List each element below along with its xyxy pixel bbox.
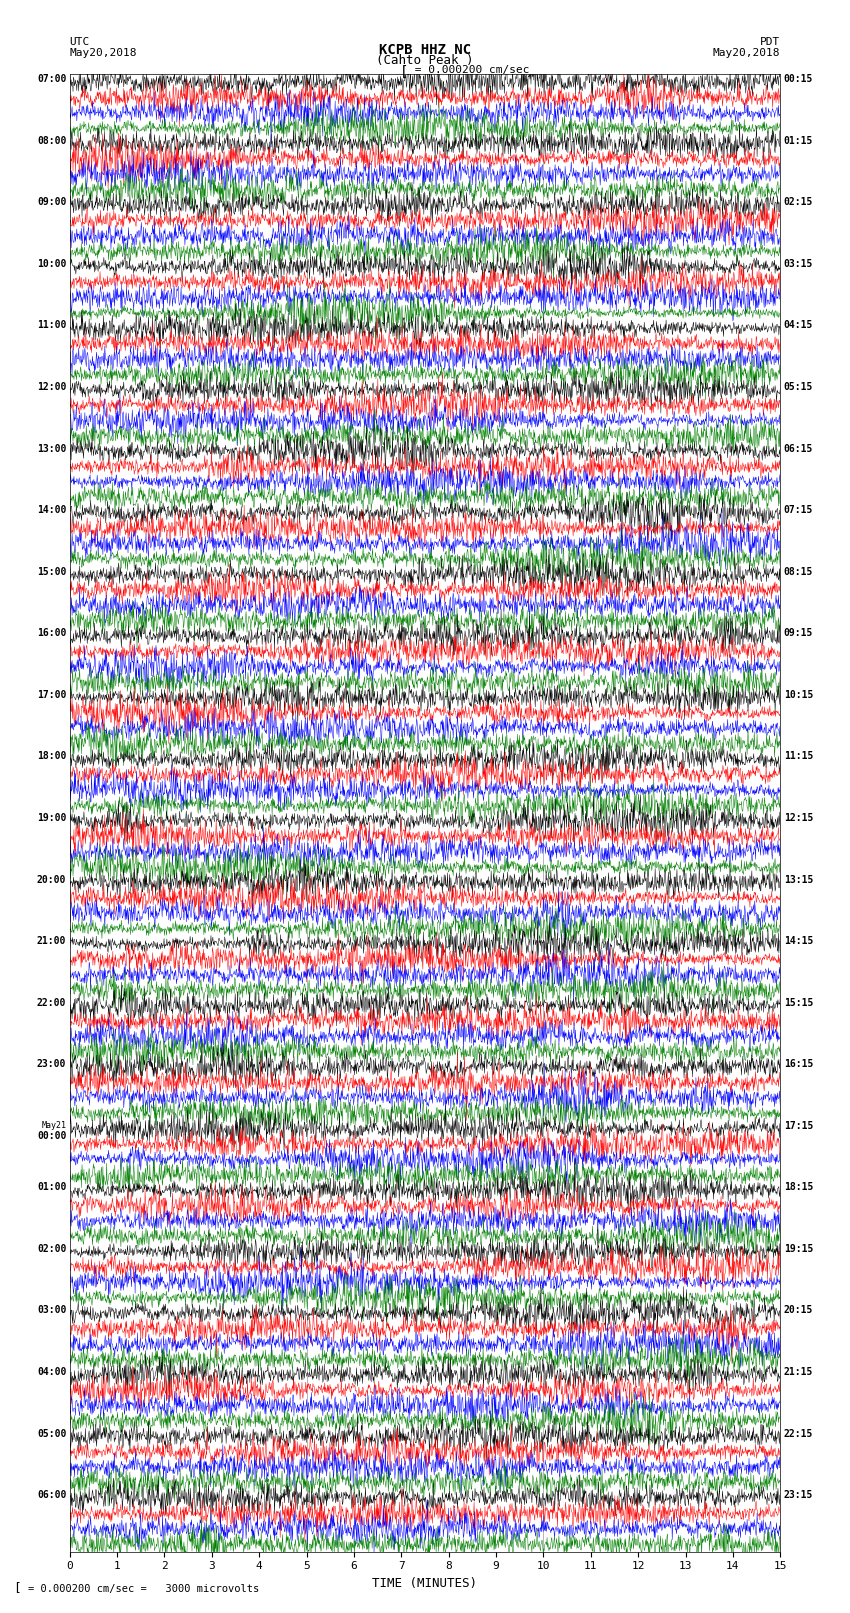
Text: 13:00: 13:00	[37, 444, 66, 453]
Text: 12:00: 12:00	[37, 382, 66, 392]
Text: 04:15: 04:15	[784, 321, 813, 331]
Text: 15:00: 15:00	[37, 566, 66, 577]
Text: = 0.000200 cm/sec: = 0.000200 cm/sec	[408, 65, 530, 74]
Text: 04:00: 04:00	[37, 1368, 66, 1378]
Text: 19:00: 19:00	[37, 813, 66, 823]
Text: 07:00: 07:00	[37, 74, 66, 84]
Text: 09:15: 09:15	[784, 627, 813, 639]
Text: 15:15: 15:15	[784, 997, 813, 1008]
Text: 00:15: 00:15	[784, 74, 813, 84]
Text: 03:15: 03:15	[784, 260, 813, 269]
Text: 14:00: 14:00	[37, 505, 66, 515]
Text: 23:00: 23:00	[37, 1060, 66, 1069]
Text: 20:15: 20:15	[784, 1305, 813, 1316]
Text: 01:00: 01:00	[37, 1182, 66, 1192]
Text: May20,2018: May20,2018	[70, 48, 137, 58]
Text: 08:15: 08:15	[784, 566, 813, 577]
Text: May21: May21	[42, 1121, 66, 1129]
Text: 12:15: 12:15	[784, 813, 813, 823]
Text: 21:15: 21:15	[784, 1368, 813, 1378]
Text: 05:00: 05:00	[37, 1429, 66, 1439]
Text: 10:00: 10:00	[37, 260, 66, 269]
Text: 18:15: 18:15	[784, 1182, 813, 1192]
Text: 07:15: 07:15	[784, 505, 813, 515]
Text: [: [	[400, 65, 408, 79]
Text: PDT: PDT	[760, 37, 780, 47]
Text: May20,2018: May20,2018	[713, 48, 780, 58]
Text: (Cahto Peak ): (Cahto Peak )	[377, 53, 473, 68]
Text: 01:15: 01:15	[784, 135, 813, 145]
Text: 11:15: 11:15	[784, 752, 813, 761]
Text: 17:15: 17:15	[784, 1121, 813, 1131]
Text: 06:00: 06:00	[37, 1490, 66, 1500]
Text: 02:00: 02:00	[37, 1244, 66, 1253]
Text: 19:15: 19:15	[784, 1244, 813, 1253]
Text: 10:15: 10:15	[784, 690, 813, 700]
Text: UTC: UTC	[70, 37, 90, 47]
Text: KCPB HHZ NC: KCPB HHZ NC	[379, 44, 471, 56]
Text: 16:15: 16:15	[784, 1060, 813, 1069]
Text: 16:00: 16:00	[37, 627, 66, 639]
Text: 03:00: 03:00	[37, 1305, 66, 1316]
Text: 23:15: 23:15	[784, 1490, 813, 1500]
Text: = 0.000200 cm/sec =   3000 microvolts: = 0.000200 cm/sec = 3000 microvolts	[28, 1584, 259, 1594]
Text: 13:15: 13:15	[784, 874, 813, 884]
Text: 22:00: 22:00	[37, 997, 66, 1008]
Text: 09:00: 09:00	[37, 197, 66, 208]
Text: 22:15: 22:15	[784, 1429, 813, 1439]
Text: [: [	[13, 1581, 20, 1594]
Text: 17:00: 17:00	[37, 690, 66, 700]
Text: 06:15: 06:15	[784, 444, 813, 453]
Text: 02:15: 02:15	[784, 197, 813, 208]
Text: 11:00: 11:00	[37, 321, 66, 331]
Text: 00:00: 00:00	[37, 1131, 66, 1142]
Text: 18:00: 18:00	[37, 752, 66, 761]
Text: 20:00: 20:00	[37, 874, 66, 884]
Text: 21:00: 21:00	[37, 936, 66, 947]
X-axis label: TIME (MINUTES): TIME (MINUTES)	[372, 1578, 478, 1590]
Text: 14:15: 14:15	[784, 936, 813, 947]
Text: 08:00: 08:00	[37, 135, 66, 145]
Text: 05:15: 05:15	[784, 382, 813, 392]
